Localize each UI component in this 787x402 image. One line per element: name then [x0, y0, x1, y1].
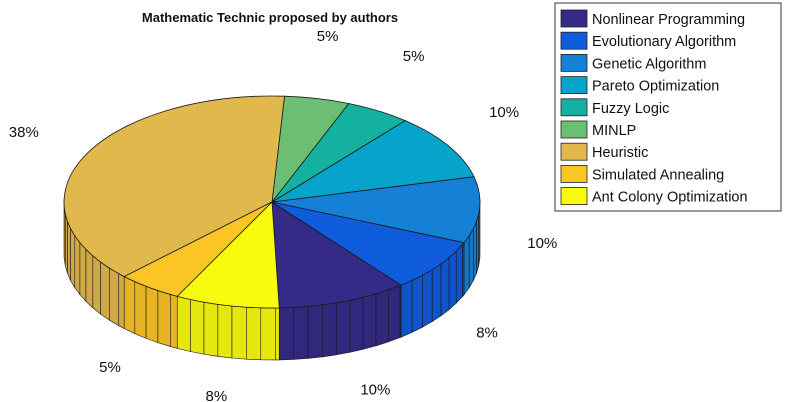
- pie-side-2: [476, 213, 479, 274]
- pie-side-1: [440, 256, 450, 317]
- pie-side-8: [217, 304, 233, 359]
- pie-side-6: [100, 261, 110, 321]
- pie-slice-0: [271, 201, 402, 309]
- legend-label-7: Simulated Annealing: [592, 167, 724, 183]
- pie-side-7: [134, 281, 147, 339]
- pie-side-0: [375, 289, 389, 347]
- legend-swatch-6: [560, 142, 588, 161]
- pie-side-1: [431, 263, 442, 323]
- slice-label-0: 10%: [360, 382, 390, 399]
- pie-side-8: [190, 299, 205, 355]
- pie-side-7: [145, 285, 159, 344]
- legend-swatch-2: [560, 54, 588, 72]
- pie-side-6: [74, 234, 81, 296]
- legend-swatch-8: [560, 187, 588, 206]
- slice-label-1: 8%: [476, 325, 498, 342]
- pie-slice-8: [176, 201, 280, 309]
- pie-side-8: [246, 306, 262, 361]
- legend-label-0: Nonlinear Programming: [592, 12, 745, 28]
- slice-label-7: 5%: [99, 359, 121, 376]
- slice-label-4: 5%: [403, 48, 425, 65]
- pie-side-0: [362, 293, 377, 350]
- legend-label-5: MINLP: [592, 123, 636, 139]
- slice-label-6: 38%: [9, 124, 39, 141]
- pie-side-6: [92, 255, 101, 315]
- legend-label-3: Pareto Optimization: [592, 79, 719, 95]
- pie-side-1: [448, 250, 457, 311]
- pie-side-8: [203, 301, 219, 357]
- pie-side-8: [275, 307, 280, 361]
- legend-swatch-5: [560, 120, 588, 139]
- legend-label-6: Heuristic: [592, 145, 648, 161]
- pie-slice-3: [271, 120, 475, 203]
- pie-slice-1: [271, 201, 465, 286]
- pie-side-2: [473, 221, 477, 281]
- chart-title: Mathematic Technic proposed by authors: [142, 10, 398, 25]
- pie-labels: 10% 8% 10% 10% 5% 5% 38% 5% 8%: [9, 28, 558, 402]
- pie-side-1: [411, 274, 423, 333]
- pie-side-7: [157, 290, 171, 347]
- slice-label-3: 10%: [489, 104, 519, 121]
- pie-side-6: [79, 241, 87, 303]
- pie-side-8: [260, 307, 276, 361]
- legend-swatch-0: [560, 9, 588, 28]
- legend-swatch-1: [560, 31, 588, 50]
- slice-label-2: 10%: [527, 235, 557, 252]
- pie-side-8: [231, 305, 247, 360]
- slice-label-5: 5%: [317, 28, 339, 45]
- legend-box: [554, 2, 782, 212]
- legend-swatch-7: [560, 164, 588, 183]
- pie-side-6: [70, 227, 76, 289]
- pie-side-0: [278, 307, 295, 361]
- pie-side-6: [109, 267, 120, 327]
- legend-swatch-4: [560, 98, 588, 117]
- pie-side-0: [307, 304, 323, 359]
- legend-label-8: Ant Colony Optimization: [592, 190, 748, 206]
- pie-side-1: [422, 269, 433, 328]
- pie-side-6: [118, 273, 125, 330]
- pie-side-0: [335, 299, 351, 356]
- pie-side-1: [400, 279, 413, 338]
- pie-side-7: [123, 276, 136, 335]
- legend-swatch-3: [560, 76, 588, 94]
- pie-side-0: [349, 296, 364, 353]
- pie-side-1: [455, 243, 463, 304]
- pie-tops: [63, 95, 481, 309]
- legend: Nonlinear Programming Evolutionary Algori…: [554, 2, 782, 212]
- pie-side-0: [388, 285, 401, 343]
- pie-side-6: [85, 248, 94, 309]
- pie-side-6: [67, 221, 71, 281]
- pie-side-0: [322, 302, 337, 358]
- pie-slice-2: [271, 176, 481, 244]
- slice-label-8: 8%: [206, 388, 228, 402]
- pie-side-6: [65, 213, 68, 274]
- legend-label-1: Evolutionary Algorithm: [592, 34, 736, 50]
- pie-side-0: [293, 306, 309, 360]
- pie-side-2: [463, 234, 470, 296]
- pie-side-2: [468, 227, 474, 289]
- pie-side-8: [176, 295, 191, 352]
- legend-label-2: Genetic Algorithm: [592, 56, 706, 72]
- pie-side-7: [169, 294, 178, 349]
- pie-slice-6: [63, 95, 285, 278]
- legend-label-4: Fuzzy Logic: [592, 101, 669, 117]
